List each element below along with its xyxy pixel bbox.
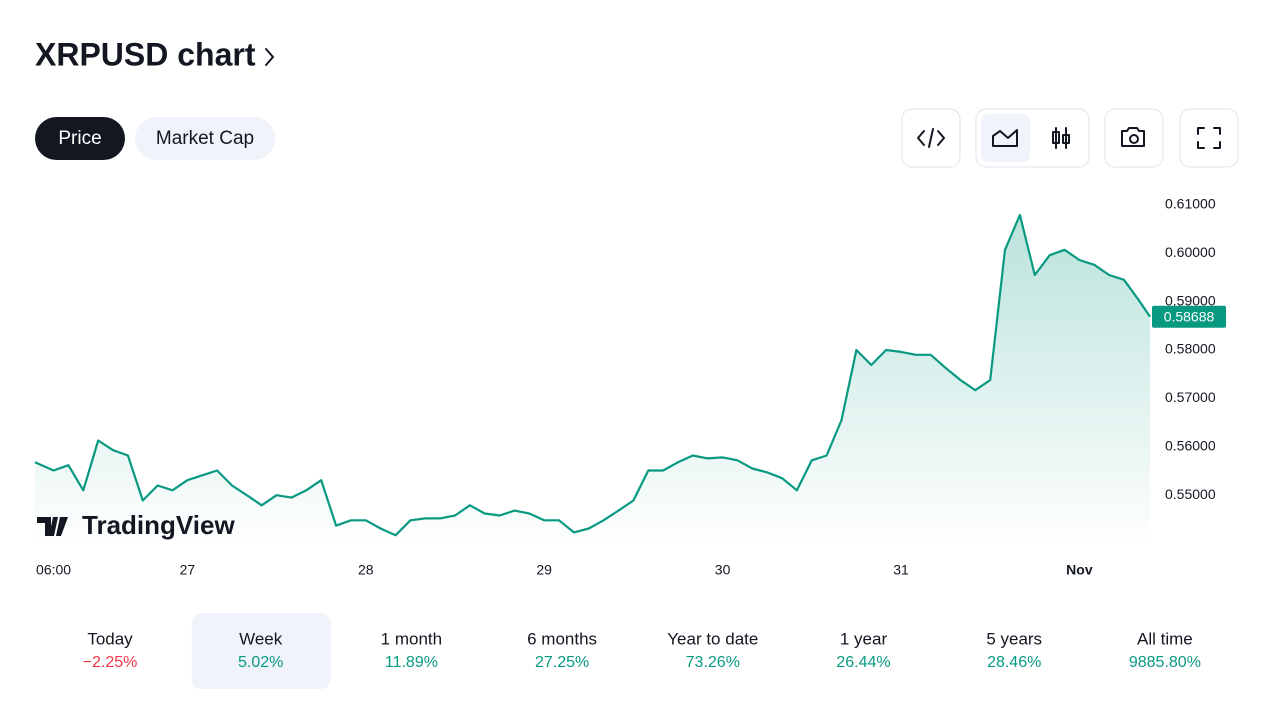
fullscreen-button[interactable] (1179, 108, 1239, 168)
fullscreen-icon (1197, 127, 1221, 149)
watermark-text: TradingView (82, 510, 235, 540)
x-tick-label: 29 (536, 562, 552, 578)
chart: 0.55000 0.56000 0.57000 0.58000 0.59000 0.600… (34, 196, 1226, 578)
title: XRPUSD chart (35, 36, 256, 72)
period-change: 73.26% (686, 654, 740, 671)
period-label[interactable]: Year to date (667, 629, 758, 648)
snapshot-button[interactable] (1104, 108, 1164, 168)
tab[interactable] (35, 117, 125, 160)
price-line (34, 213, 1151, 537)
candle-icon[interactable] (1052, 127, 1070, 149)
period-change: 11.89% (385, 654, 438, 671)
y-tick-label: 0.56000 (1165, 437, 1216, 453)
x-tick-label: Nov (1066, 562, 1093, 578)
area-icon (992, 129, 1018, 147)
y-tick-label: 0.55000 (1165, 486, 1216, 502)
period-selected (191, 613, 331, 689)
x-tick-label: 31 (893, 562, 909, 578)
x-tick-label: 28 (358, 562, 374, 578)
line-style-button[interactable] (981, 114, 1030, 162)
period-label[interactable]: Week (239, 629, 283, 648)
last-price-label: 0.58688 (1164, 308, 1215, 324)
y-tick-label: 0.58000 (1165, 341, 1216, 357)
period-label[interactable]: Today (87, 629, 133, 648)
tab[interactable] (135, 117, 275, 160)
period-change: 28.46% (987, 654, 1041, 671)
area (35, 215, 1150, 545)
tv-logo (37, 517, 68, 536)
last-price-tag (1152, 305, 1226, 328)
period-change: 9885.80% (1129, 654, 1201, 671)
title-chevron[interactable] (265, 48, 274, 66)
x-tick-label: 06:00 (36, 562, 71, 578)
period-change: −2.25% (83, 654, 138, 671)
period-change: 26.44% (836, 654, 890, 671)
x-tick-label: 27 (180, 562, 196, 578)
period-label[interactable]: 1 month (381, 629, 442, 648)
camera-lens (1129, 134, 1139, 144)
tab-label: Market Cap (156, 128, 254, 149)
embed-icon (917, 128, 945, 148)
y-tick-label: 0.60000 (1165, 244, 1216, 260)
period-label[interactable]: 5 years (986, 629, 1042, 648)
period-change: 5.02% (238, 654, 283, 671)
x-tick-label: 30 (715, 562, 731, 578)
watermark: TradingView (37, 510, 235, 540)
period-label[interactable]: All time (1137, 629, 1193, 648)
period-label[interactable]: 1 year (840, 629, 888, 648)
period-change: 27.25% (535, 654, 589, 671)
period-label[interactable]: 6 months (527, 629, 597, 648)
y-tick-label: 0.61000 (1165, 196, 1216, 212)
toolbar (901, 108, 1239, 168)
tab-label: Price (58, 128, 101, 149)
y-tick-label: 0.59000 (1165, 292, 1216, 308)
y-tick-label: 0.57000 (1165, 389, 1216, 405)
camera-icon (1121, 127, 1145, 147)
